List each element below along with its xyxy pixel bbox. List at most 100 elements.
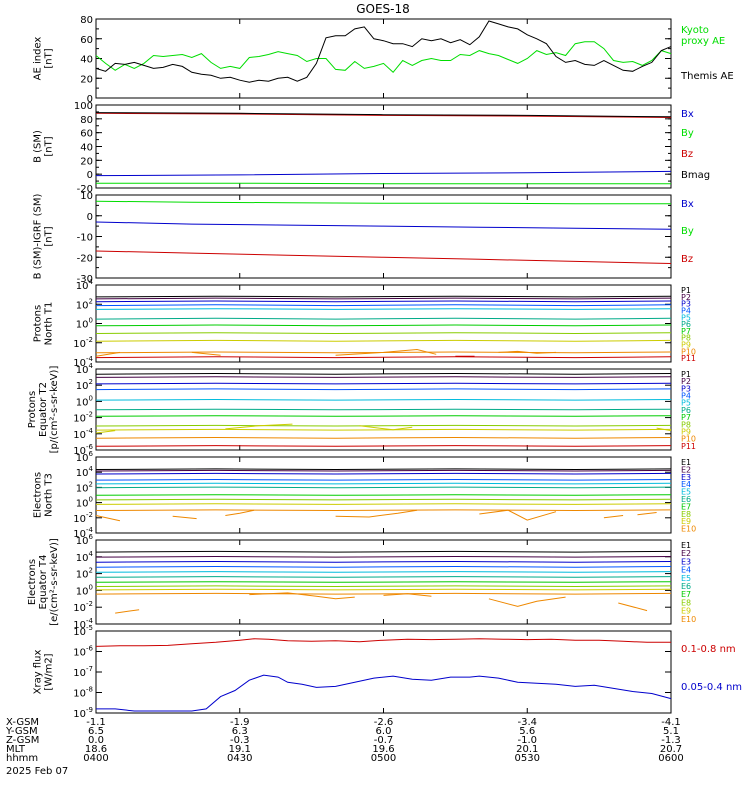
- legend-p4: P4: [681, 307, 691, 316]
- y-axis-label-line: North T3: [44, 473, 55, 517]
- legend-e5: E5: [681, 488, 691, 497]
- legend-p5: P5: [681, 399, 691, 408]
- channel-line-e9: [95, 503, 672, 505]
- x-axis-value: 6.3: [232, 726, 248, 737]
- y-tick-label: 0: [87, 94, 93, 105]
- y-tick-label: 80: [80, 15, 93, 26]
- y-axis-label-line: Protons: [33, 305, 44, 342]
- legend-by: By: [681, 226, 694, 237]
- y-tick-label: 100: [76, 583, 93, 597]
- y-tick-label: 10-7: [73, 665, 93, 679]
- y-tick-label: 10: [80, 191, 93, 202]
- legend-e3: E3: [681, 473, 691, 482]
- channel-line-e6: [95, 576, 672, 578]
- channel-line-e4: [95, 478, 672, 481]
- channel-segment-e10: [637, 512, 657, 516]
- y-axis-label-line: [p/(cm²-s-sr-keV)]: [49, 366, 60, 454]
- panel-bigrf: -30 -20 -10 0 10 B (SM)-IGRF (SM)[nT] Bx By Bz: [33, 191, 694, 285]
- y-tick-exponent: -4: [86, 355, 94, 363]
- y-axis-label: ProtonsNorth T1: [33, 302, 55, 346]
- legend-bz: Bz: [681, 149, 693, 160]
- x-axis-value: 20.1: [516, 744, 538, 755]
- y-tick-exponent: -4: [86, 427, 94, 435]
- y-tick-exponent: 2: [89, 378, 93, 386]
- legend-p11: P11: [681, 442, 696, 451]
- legend-p6: P6: [681, 406, 691, 415]
- y-tick-label: 100: [76, 394, 93, 408]
- y-tick-label: 104: [76, 278, 94, 292]
- series-line-kyoto: [95, 41, 672, 74]
- y-tick-label: 10-2: [73, 511, 93, 525]
- channel-line-e2: [95, 555, 672, 558]
- legend-e9: E9: [681, 517, 691, 526]
- channel-line-e2: [95, 469, 672, 472]
- legend-kyoto: Kyoto proxy AE: [681, 25, 725, 47]
- panel-bsm: -20 0 20 40 60 80 100 B (SM)[nT] Bx By Bz Bmag: [33, 101, 711, 195]
- y-tick-exponent: 2: [89, 480, 93, 488]
- y-tick-label: 104: [76, 465, 94, 479]
- channel-line-p10: [95, 436, 672, 439]
- y-tick-exponent: -2: [86, 511, 93, 519]
- series-line-by: [96, 182, 671, 185]
- y-axis-label-line: Equator T4: [38, 555, 49, 610]
- channel-line-p11: [95, 356, 672, 359]
- channel-line-e10: [95, 592, 672, 595]
- y-tick-label: 102: [76, 567, 93, 581]
- channel-line-e1: [95, 550, 672, 553]
- panel-frame: [95, 630, 672, 714]
- channel-line-e3: [95, 560, 672, 563]
- x-axis-value: -0.7: [374, 735, 394, 746]
- channel-line-p5: [95, 398, 672, 401]
- y-tick-label: 40: [80, 143, 93, 154]
- y-tick-label: 104: [76, 550, 94, 564]
- channel-line-e8: [95, 585, 672, 588]
- y-tick-label: 100: [76, 317, 93, 331]
- y-tick-label: 20: [80, 156, 93, 167]
- y-axis-label-line: [nT]: [44, 48, 55, 68]
- x-axis-value: 6.5: [88, 726, 104, 737]
- legend-e7: E7: [681, 590, 691, 599]
- legend-e8: E8: [681, 510, 691, 519]
- x-axis-value: 0500: [371, 753, 396, 764]
- channel-line-e1: [95, 468, 672, 471]
- y-axis-label-line: North T1: [44, 302, 55, 346]
- y-tick-exponent: -9: [86, 706, 93, 714]
- channel-segment-p10: [191, 351, 221, 356]
- y-tick-label: -30: [77, 274, 93, 285]
- y-tick-label: 102: [76, 480, 93, 494]
- y-tick-exponent: 4: [89, 278, 94, 286]
- legend-bmag: Bmag: [681, 170, 710, 181]
- series-line-0-05-0-4-nm: [96, 674, 672, 712]
- y-tick-exponent: -7: [86, 665, 93, 673]
- channel-line-e7: [95, 494, 672, 496]
- y-tick-exponent: 4: [89, 550, 94, 558]
- series-line-bx: [95, 221, 672, 230]
- y-tick-exponent: -8: [86, 686, 93, 694]
- series-line-themis-ae: [95, 20, 672, 83]
- x-axis-row-label: Z-GSM: [6, 735, 39, 746]
- y-tick-exponent: 0: [89, 496, 93, 504]
- x-axis-value: -1.0: [517, 735, 537, 746]
- channel-line-e10: [95, 509, 672, 512]
- legend-e8: E8: [681, 598, 691, 607]
- legend-p3: P3: [681, 300, 691, 309]
- y-tick-label: 40: [80, 55, 93, 66]
- channel-line-p11: [95, 445, 672, 447]
- channel-segment-e10: [488, 596, 566, 607]
- x-axis-value: 0.0: [88, 735, 104, 746]
- legend-e9: E9: [681, 607, 691, 616]
- x-axis-row-label: Y-GSM: [5, 726, 38, 737]
- channel-segment-e10: [95, 515, 121, 522]
- legend-p11: P11: [681, 354, 696, 363]
- legend-p2: P2: [681, 293, 691, 302]
- y-tick-label: 102: [76, 378, 93, 392]
- y-tick-exponent: -4: [86, 617, 94, 625]
- y-tick-label: 60: [80, 129, 93, 140]
- legend-p3: P3: [681, 384, 691, 393]
- legend-p7: P7: [681, 327, 691, 336]
- x-axis-value: 5.1: [663, 726, 679, 737]
- legend-e4: E4: [681, 566, 691, 575]
